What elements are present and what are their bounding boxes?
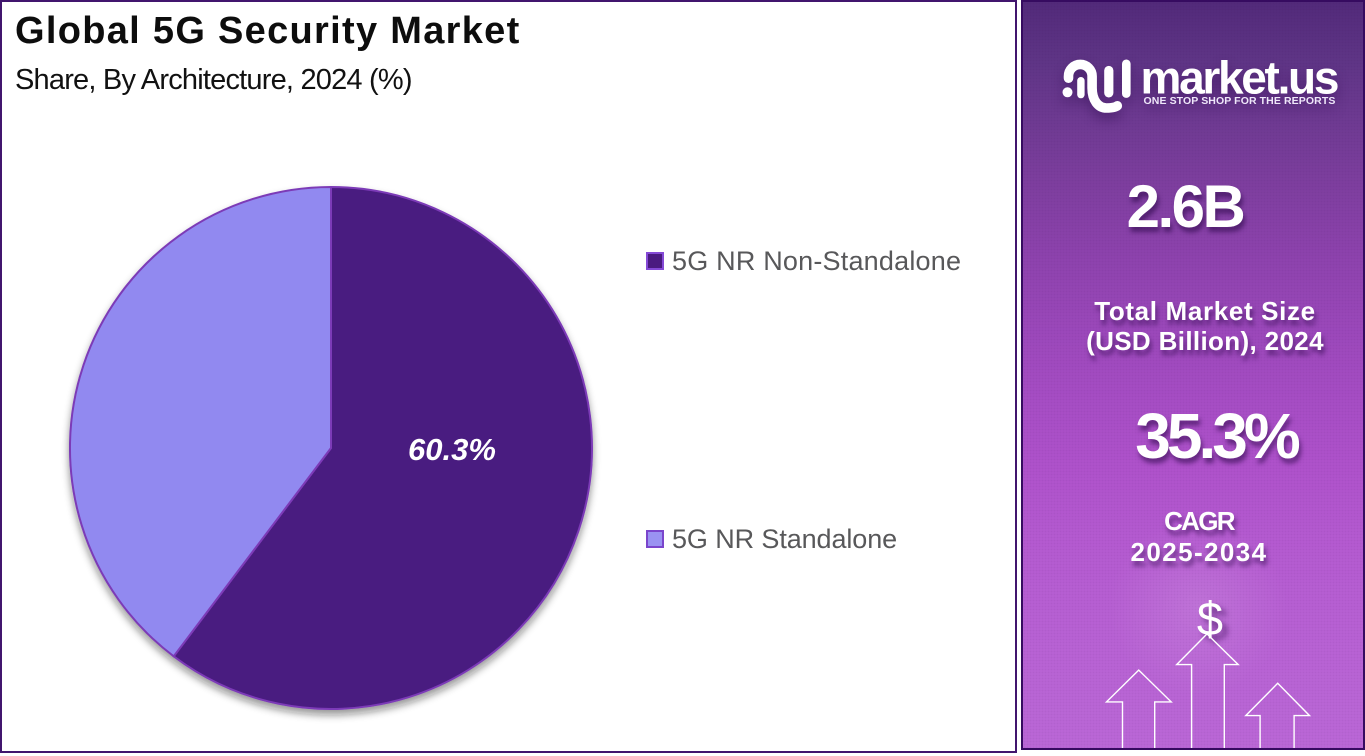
svg-text:60.3%: 60.3% [408,432,496,467]
svg-text:ONE STOP SHOP FOR THE REPORTS: ONE STOP SHOP FOR THE REPORTS [1144,95,1336,107]
svg-text:market.us: market.us [1141,51,1338,103]
